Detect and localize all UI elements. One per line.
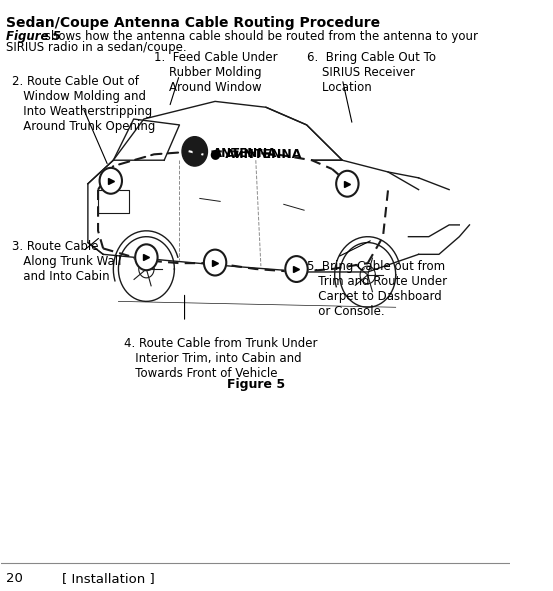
- Text: ● AᴎNTENNA: ● AᴎNTENNA: [210, 147, 301, 160]
- Circle shape: [204, 249, 226, 275]
- Circle shape: [285, 256, 307, 282]
- Text: SIRIUS radio in a sedan/coupe.: SIRIUS radio in a sedan/coupe.: [7, 41, 187, 54]
- Text: 2. Route Cable Out of
   Window Molding and
   Into Weatherstripping
   Around T: 2. Route Cable Out of Window Molding and…: [12, 75, 155, 133]
- Text: 1.  Feed Cable Under
    Rubber Molding
    Around Window: 1. Feed Cable Under Rubber Molding Aroun…: [154, 51, 278, 95]
- Text: Figure 5: Figure 5: [7, 30, 61, 43]
- Text: shows how the antenna cable should be routed from the antenna to your: shows how the antenna cable should be ro…: [40, 30, 478, 43]
- Circle shape: [336, 171, 358, 197]
- Circle shape: [193, 147, 201, 156]
- Text: 4. Route Cable from Trunk Under
   Interior Trim, into Cabin and
   Towards Fron: 4. Route Cable from Trunk Under Interior…: [123, 337, 317, 379]
- Text: 3. Route Cable
   Along Trunk Wall
   and Into Cabin: 3. Route Cable Along Trunk Wall and Into…: [12, 239, 121, 282]
- Text: [ Installation ]: [ Installation ]: [62, 572, 155, 585]
- Text: 20: 20: [7, 572, 23, 585]
- Circle shape: [182, 137, 207, 166]
- Text: Figure 5: Figure 5: [227, 378, 285, 391]
- Text: 5. Bring Cable out from
   Trim and Route Under
   Carpet to Dashboard
   or Con: 5. Bring Cable out from Trim and Route U…: [307, 260, 447, 318]
- Text: ANTENNA: ANTENNA: [212, 147, 277, 160]
- Circle shape: [135, 244, 158, 270]
- Circle shape: [100, 168, 122, 194]
- Text: 6.  Bring Cable Out To
    SIRIUS Receiver
    Location: 6. Bring Cable Out To SIRIUS Receiver Lo…: [307, 51, 436, 95]
- Text: Sedan/Coupe Antenna Cable Routing Procedure: Sedan/Coupe Antenna Cable Routing Proced…: [7, 16, 380, 30]
